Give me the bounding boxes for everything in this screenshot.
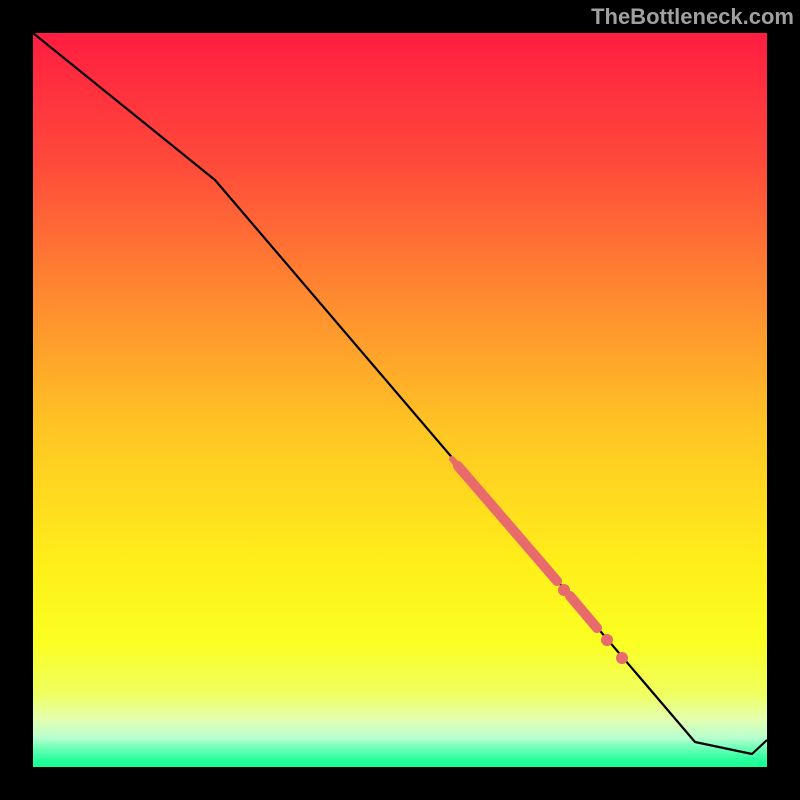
chart-svg <box>0 0 800 800</box>
watermark-text: TheBottleneck.com <box>591 4 794 30</box>
chart-frame: TheBottleneck.com <box>0 0 800 800</box>
plot-background <box>33 33 767 767</box>
